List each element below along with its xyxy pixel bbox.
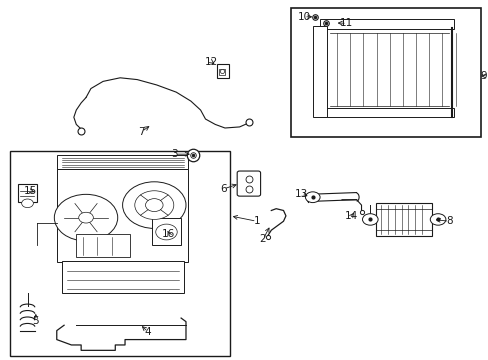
Text: 14: 14 bbox=[345, 211, 358, 221]
Text: 1: 1 bbox=[253, 216, 260, 226]
Bar bbox=[57, 169, 188, 262]
FancyBboxPatch shape bbox=[237, 171, 260, 196]
Bar bbox=[76, 234, 130, 257]
Circle shape bbox=[21, 199, 33, 208]
Bar bbox=[10, 151, 229, 356]
Text: 11: 11 bbox=[340, 18, 353, 28]
Circle shape bbox=[156, 224, 177, 240]
Bar bbox=[57, 155, 188, 169]
Bar bbox=[320, 19, 453, 30]
Bar bbox=[152, 218, 181, 244]
Text: 7: 7 bbox=[138, 127, 144, 136]
Bar bbox=[219, 69, 225, 75]
Circle shape bbox=[135, 191, 173, 220]
Bar bbox=[312, 26, 327, 117]
Circle shape bbox=[362, 214, 377, 225]
Bar bbox=[18, 184, 37, 202]
Circle shape bbox=[79, 212, 93, 223]
Text: 3: 3 bbox=[171, 149, 178, 159]
Bar bbox=[290, 8, 480, 137]
Text: 10: 10 bbox=[297, 12, 310, 22]
Text: 9: 9 bbox=[479, 71, 486, 81]
Circle shape bbox=[145, 199, 163, 212]
Text: 12: 12 bbox=[204, 57, 218, 67]
Text: 2: 2 bbox=[259, 234, 266, 244]
Circle shape bbox=[54, 194, 118, 241]
Text: 16: 16 bbox=[162, 229, 175, 239]
Circle shape bbox=[429, 214, 445, 225]
Circle shape bbox=[305, 192, 320, 203]
Text: 15: 15 bbox=[23, 186, 37, 196]
Circle shape bbox=[122, 182, 185, 228]
Text: 5: 5 bbox=[32, 316, 39, 326]
Text: 6: 6 bbox=[220, 184, 226, 194]
Text: 8: 8 bbox=[445, 216, 452, 226]
Bar bbox=[375, 203, 431, 235]
Bar bbox=[320, 108, 453, 117]
Bar bbox=[216, 64, 228, 78]
Bar bbox=[61, 261, 183, 293]
Text: 13: 13 bbox=[294, 189, 307, 199]
Text: 4: 4 bbox=[144, 327, 151, 337]
